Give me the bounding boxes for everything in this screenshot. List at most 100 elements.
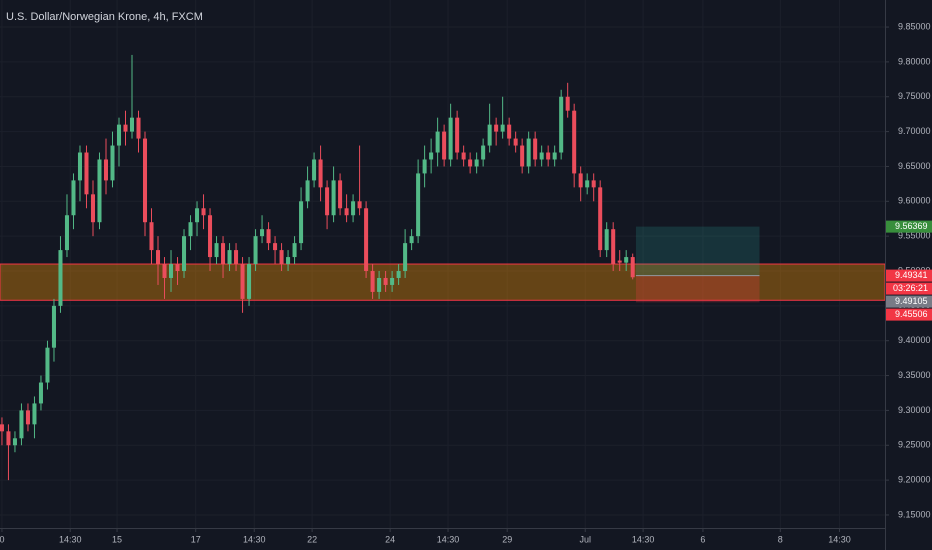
- candle-body: [546, 152, 551, 160]
- candle-body: [611, 229, 616, 265]
- candle-body: [461, 152, 466, 160]
- candle-body: [487, 124, 492, 146]
- candle-body: [116, 124, 122, 146]
- price-tag: [886, 220, 932, 233]
- candle-body: [142, 138, 148, 223]
- candle-body: [38, 382, 43, 404]
- candle-body: [533, 138, 538, 160]
- candle-body: [136, 117, 141, 139]
- candle-body: [58, 250, 63, 306]
- candle-body: [6, 431, 11, 446]
- candle-body: [604, 229, 609, 251]
- candle-body: [474, 159, 479, 167]
- candle-body: [110, 145, 115, 181]
- candle-body: [331, 180, 336, 216]
- candle-body: [292, 243, 297, 258]
- x-tick-label: 15: [112, 534, 122, 544]
- candle-body: [201, 208, 206, 216]
- candle-body: [409, 236, 414, 244]
- y-tick-label: 9.75000: [898, 91, 931, 101]
- candle-body: [279, 250, 284, 265]
- y-tick-label: 9.30000: [898, 405, 931, 415]
- candle-body: [507, 124, 512, 139]
- x-tick-label: Jul: [579, 534, 591, 544]
- y-tick-label: 9.35000: [898, 370, 931, 380]
- countdown-label: 03:26:21: [893, 283, 928, 293]
- axes: 9.15000 9.20000 9.25000 9.30000 9.35000 9.400…: [0, 21, 932, 544]
- x-tick-label: 14:30: [828, 534, 851, 544]
- candle-body: [12, 438, 17, 446]
- candle-body: [214, 243, 219, 258]
- countdown-tag: [886, 282, 932, 295]
- candle-body: [0, 424, 4, 432]
- candle-body: [286, 257, 291, 265]
- candle-body: [422, 159, 427, 174]
- chart-title: U.S. Dollar/Norwegian Krone, 4h, FXCM: [6, 11, 203, 23]
- candle-body: [84, 152, 89, 195]
- candle-body: [494, 124, 499, 132]
- y-tick-label: 9.55000: [898, 231, 931, 241]
- candle-body: [383, 277, 388, 285]
- candle-body: [155, 250, 161, 265]
- candle-body: [71, 180, 76, 216]
- candle-body: [468, 159, 473, 167]
- candle-body: [129, 117, 135, 132]
- candle-body: [591, 180, 596, 188]
- candle-body: [45, 347, 50, 383]
- price-tag: [886, 269, 932, 282]
- candle-body: [123, 124, 128, 132]
- y-tick-label: 9.20000: [898, 474, 931, 484]
- candle-body: [403, 243, 408, 272]
- y-tick-label: 9.80000: [898, 56, 931, 66]
- loss-zone: [635, 275, 760, 303]
- candle-body: [64, 215, 69, 251]
- candle-body: [513, 138, 518, 146]
- y-tick-label: 9.40000: [898, 335, 931, 345]
- candle-body: [559, 96, 564, 153]
- candle-body: [390, 277, 395, 285]
- candle-body: [260, 229, 265, 237]
- candle-body: [481, 145, 486, 160]
- candle-body: [273, 243, 278, 251]
- candle-body: [429, 152, 434, 160]
- candle-body: [253, 236, 258, 265]
- candle-body: [435, 131, 440, 153]
- x-tick-label: 0: [0, 534, 4, 544]
- candle-body: [344, 208, 349, 216]
- candle-body: [598, 187, 603, 251]
- price-tag-label: 9.49341: [895, 270, 928, 280]
- candle-body: [51, 305, 56, 348]
- y-tick-label: 9.85000: [898, 21, 931, 31]
- candle-body: [266, 229, 271, 244]
- x-tick-label: 6: [700, 534, 705, 544]
- candle-body: [539, 152, 544, 160]
- candle-body: [162, 264, 167, 278]
- candle-body: [195, 208, 200, 223]
- candle-body: [455, 117, 460, 153]
- x-tick-label: 29: [502, 534, 512, 544]
- price-tag: [886, 295, 932, 308]
- candle-body: [448, 117, 453, 160]
- candle-body: [572, 110, 577, 174]
- candle-body: [103, 159, 109, 181]
- price-tag-label: 9.45506: [895, 309, 928, 319]
- candle-body: [175, 264, 180, 272]
- candle-body: [149, 222, 154, 251]
- y-tick-label: 9.15000: [898, 509, 931, 519]
- candle-body: [500, 124, 505, 132]
- candle-body: [234, 250, 239, 265]
- candle-body: [552, 152, 557, 160]
- candle-body: [416, 173, 421, 237]
- support-zone: [0, 263, 886, 301]
- candle-body: [77, 152, 82, 181]
- candle-body: [578, 173, 583, 188]
- y-tick-label: 9.70000: [898, 126, 931, 136]
- price-tag-label: 9.56369: [895, 221, 928, 231]
- candle-body: [208, 215, 213, 258]
- candle-body: [377, 277, 382, 292]
- candle-body: [617, 260, 622, 263]
- profit-zone: [635, 226, 760, 276]
- candle-body: [370, 271, 375, 292]
- candle-body: [357, 201, 362, 209]
